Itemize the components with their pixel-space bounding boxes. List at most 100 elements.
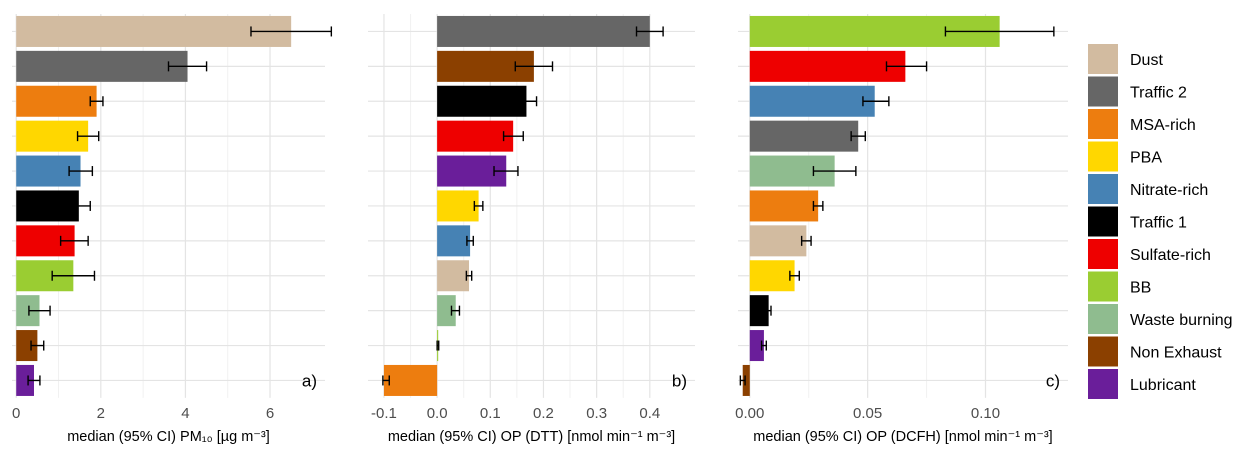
bar-pba <box>749 260 795 292</box>
legend-item-non-exhaust: Non Exhaust <box>1088 336 1222 367</box>
legend-label: Non Exhaust <box>1130 345 1222 362</box>
panel-label: a) <box>302 371 317 390</box>
error-bar <box>27 375 41 386</box>
x-tick-label: 0.10 <box>971 405 1000 422</box>
error-bar <box>436 340 440 351</box>
legend-label: Waste burning <box>1130 312 1233 329</box>
bar-msa-rich <box>383 364 438 396</box>
legend-item-nitrate-rich: Nitrate-rich <box>1088 174 1208 204</box>
error-bar <box>30 340 45 351</box>
error-bar <box>850 131 866 142</box>
legend-swatch <box>1088 174 1118 204</box>
error-bar <box>76 131 100 142</box>
x-tick-label: -0.1 <box>371 405 397 422</box>
bar-lubricant <box>749 330 764 362</box>
legend-label: Traffic 1 <box>1130 215 1187 232</box>
legend-label: PBA <box>1130 150 1162 167</box>
error-bar <box>812 166 857 177</box>
bar-dust <box>749 225 807 257</box>
error-bar <box>514 61 554 72</box>
x-axis-label: median (95% CI) PM₁₀ [µg m⁻³] <box>67 429 270 445</box>
legend-swatch <box>1088 109 1118 139</box>
error-bar <box>465 270 473 281</box>
legend-label: Traffic 2 <box>1130 85 1187 102</box>
error-bar <box>66 200 91 211</box>
x-tick-label: 0.0 <box>427 405 448 422</box>
error-bar <box>502 131 524 142</box>
panel-2: -0.1 0.0 0.1 0.2 0.3 0.4 median (95% CI) OP (D… <box>368 14 695 445</box>
bar-waste-burning <box>16 295 40 327</box>
error-bar <box>51 270 96 281</box>
error-bar <box>167 61 208 72</box>
legend-label: Dust <box>1130 52 1163 69</box>
legend-swatch <box>1088 336 1118 367</box>
legend-swatch <box>1088 76 1118 107</box>
legend-item-dust: Dust <box>1088 44 1163 74</box>
error-bar <box>862 96 890 107</box>
panel-label: c) <box>1046 371 1060 390</box>
error-bar <box>765 305 772 316</box>
error-bar <box>739 375 746 386</box>
error-bar <box>59 235 89 246</box>
legend-item-pba: PBA <box>1088 141 1162 172</box>
error-bar <box>28 305 51 316</box>
error-bar <box>516 96 538 107</box>
bar-sulfate-rich <box>437 120 514 152</box>
legend-swatch <box>1088 369 1118 399</box>
legend-swatch <box>1088 304 1118 334</box>
error-bar <box>382 375 390 386</box>
bar-traffic-2 <box>749 120 859 152</box>
x-tick-label: 0.2 <box>533 405 554 422</box>
error-bar <box>68 166 94 177</box>
panel-1: 0 2 4 6 median (95% CI) PM₁₀ [µg m⁻³] a) <box>12 14 333 445</box>
x-tick-label: 0.00 <box>735 405 764 422</box>
x-tick-label: 0.1 <box>480 405 501 422</box>
error-bar <box>944 26 1055 37</box>
legend-item-msa-rich: MSA-rich <box>1088 109 1196 139</box>
error-bar <box>885 61 928 72</box>
error-bar <box>450 305 461 316</box>
legend-label: Nitrate-rich <box>1130 182 1208 199</box>
bar-nitrate-rich <box>437 225 471 257</box>
panel-label: b) <box>672 371 687 390</box>
bar-pba <box>16 120 89 152</box>
legend-item-waste-burning: Waste burning <box>1088 304 1233 334</box>
error-bar <box>812 200 824 211</box>
x-tick-label: 0.4 <box>639 405 660 422</box>
legend-swatch <box>1088 44 1118 74</box>
error-bar <box>473 200 484 211</box>
legend-item-sulfate-rich: Sulfate-rich <box>1088 239 1211 269</box>
legend-swatch <box>1088 206 1118 237</box>
bar-non-exhaust <box>16 330 38 362</box>
error-bar <box>800 235 812 246</box>
x-tick-label: 0.05 <box>853 405 882 422</box>
bar-traffic-2 <box>437 15 650 47</box>
bar-traffic-1 <box>749 295 769 327</box>
bar-sulfate-rich <box>749 50 906 82</box>
legend: Dust Traffic 2 MSA-rich PBA Nitrate-rich Traf… <box>1088 44 1233 399</box>
bar-pba <box>437 190 479 222</box>
bar-traffic-2 <box>16 50 188 82</box>
legend-swatch <box>1088 239 1118 269</box>
x-tick-label: 2 <box>97 405 105 422</box>
x-axis-label: median (95% CI) OP (DCFH) [nmol min⁻¹ m⁻… <box>753 429 1052 445</box>
legend-item-traffic-2: Traffic 2 <box>1088 76 1187 107</box>
x-tick-label: 0 <box>12 405 20 422</box>
bar-traffic-1 <box>437 85 527 117</box>
error-bar <box>760 340 767 351</box>
bar-dust <box>437 260 470 292</box>
legend-label: BB <box>1130 280 1151 297</box>
bar-waste-burning <box>437 295 456 327</box>
error-bar <box>493 166 519 177</box>
legend-swatch <box>1088 141 1118 172</box>
error-bar <box>89 96 104 107</box>
x-tick-label: 4 <box>181 405 189 422</box>
legend-label: Lubricant <box>1130 377 1196 394</box>
legend-label: MSA-rich <box>1130 117 1196 134</box>
bar-nitrate-rich <box>749 85 875 117</box>
legend-item-traffic-1: Traffic 1 <box>1088 206 1187 237</box>
legend-label: Sulfate-rich <box>1130 247 1211 264</box>
bar-non-exhaust <box>742 364 750 396</box>
error-bar <box>635 26 664 37</box>
